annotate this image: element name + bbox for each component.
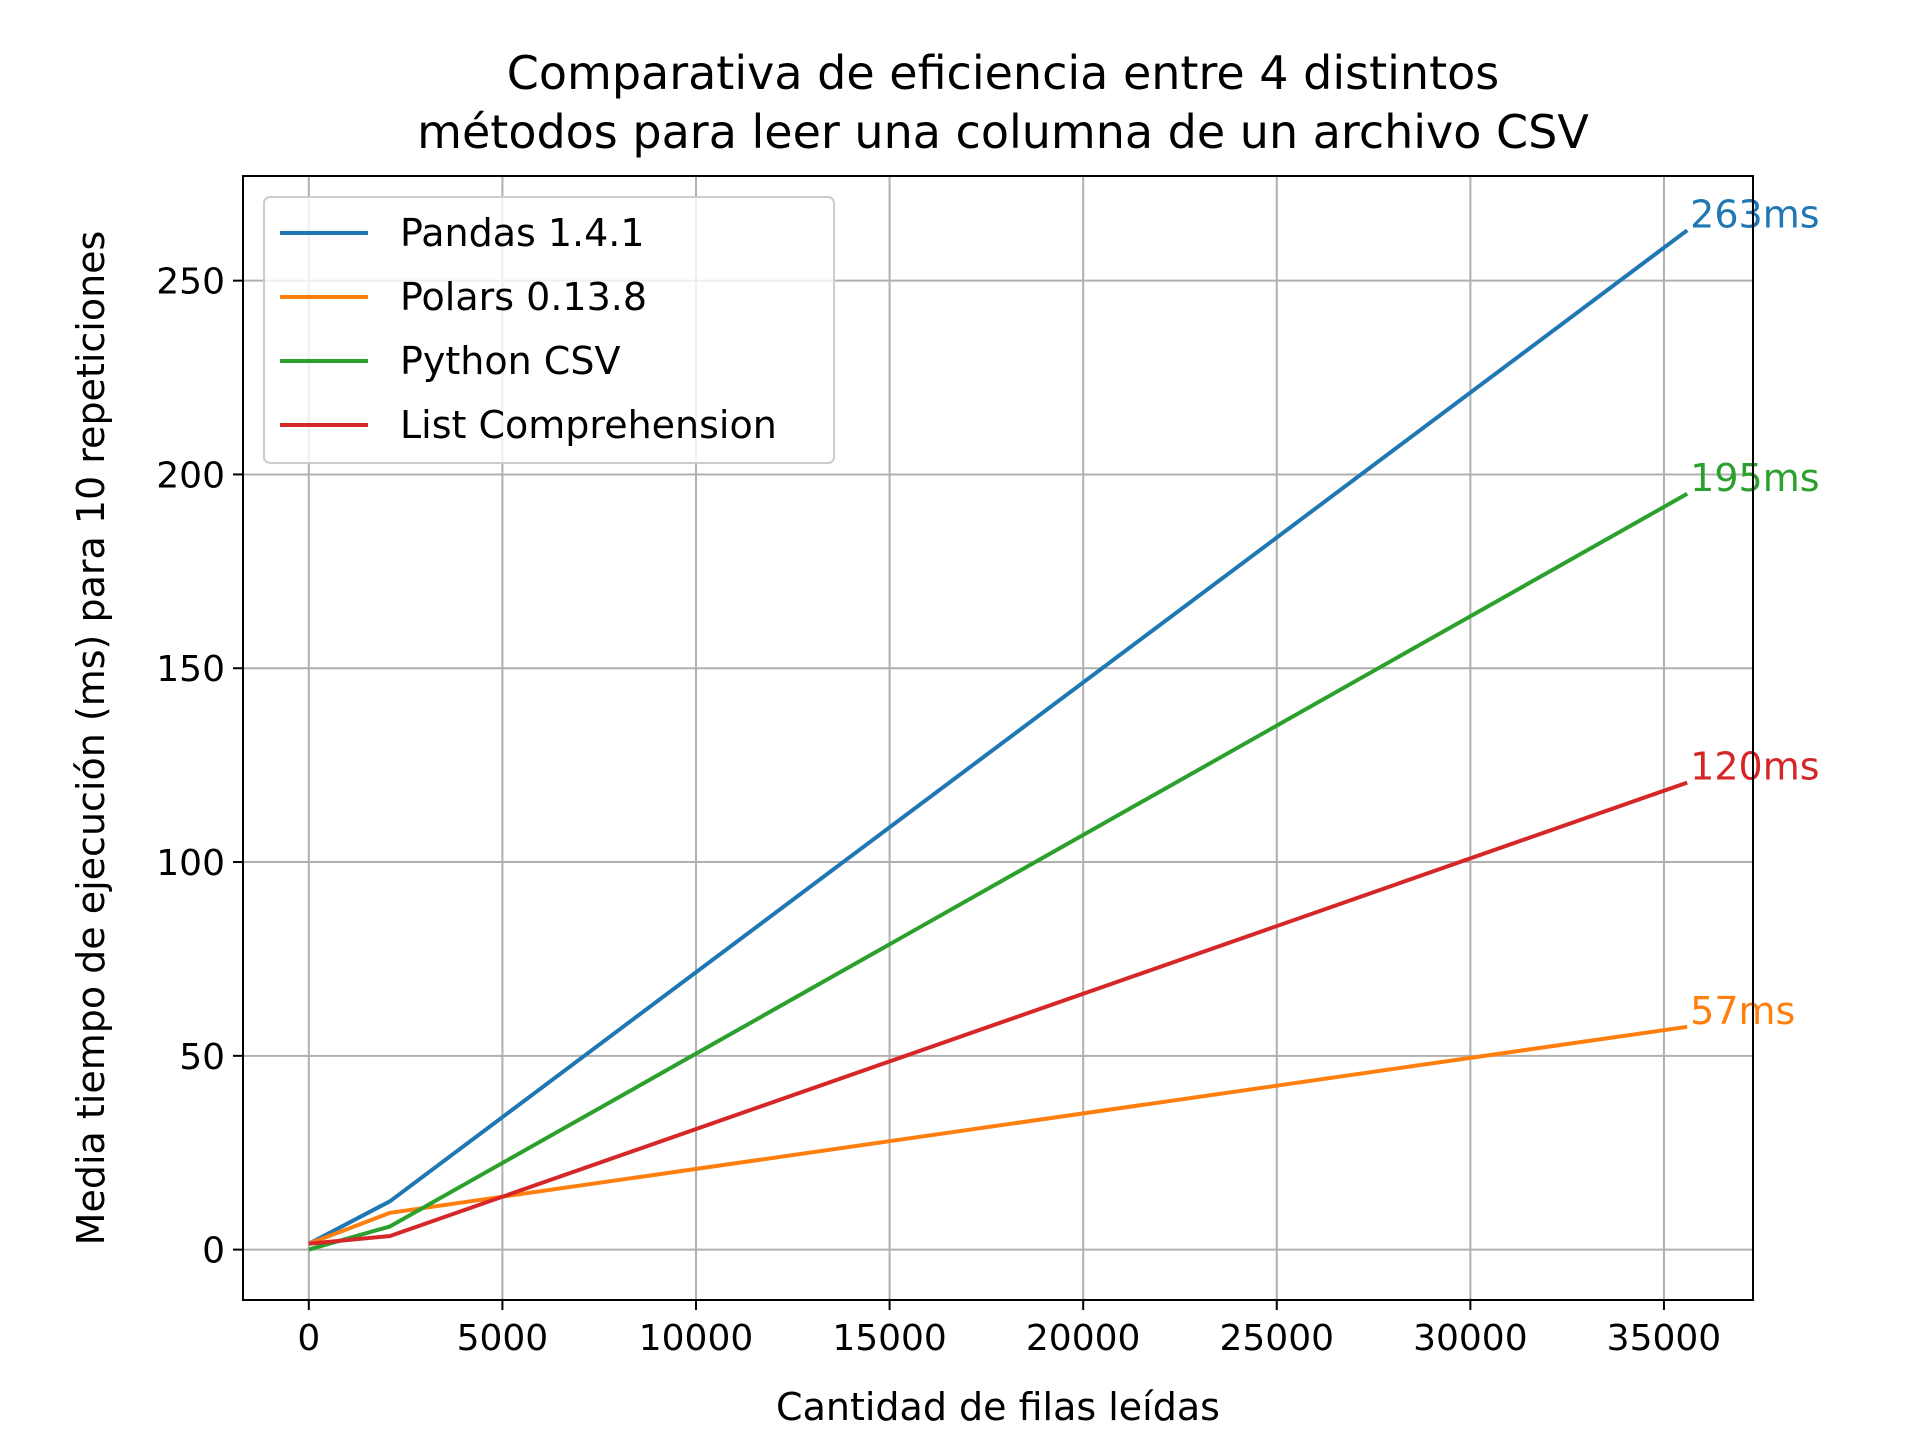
y-tick-label: 100 xyxy=(156,843,225,884)
end-labels: 263ms 57ms 195ms 120ms xyxy=(1690,192,1819,1032)
axis-ticks: 0 5000 10000 15000 20000 25000 30000 35000 0 50 10… xyxy=(156,262,1721,1359)
x-tick-label: 15000 xyxy=(832,1318,947,1359)
y-axis-label: Media tiempo de ejecución (ms) para 10 r… xyxy=(69,231,113,1246)
legend: Pandas 1.4.1 Polars 0.13.8 Python CSV List … xyxy=(263,196,835,464)
y-tick-label: 50 xyxy=(179,1037,225,1078)
series-end-label: 195ms xyxy=(1690,456,1819,500)
chart-title-line-1: Comparativa de eficiencia entre 4 distin… xyxy=(507,46,1499,100)
chart-title-line-2: métodos para leer una columna de un arch… xyxy=(417,105,1589,159)
x-tick-label: 0 xyxy=(297,1318,320,1359)
series-end-label: 120ms xyxy=(1690,745,1819,789)
series-line xyxy=(308,492,1689,1252)
grid xyxy=(243,176,1753,1300)
legend-box xyxy=(263,196,835,464)
series-end-label: 57ms xyxy=(1690,989,1795,1033)
plot-frame xyxy=(242,175,1754,1301)
x-tick-label: 35000 xyxy=(1607,1318,1722,1359)
legend-label: Python CSV xyxy=(400,339,620,383)
x-tick-label: 20000 xyxy=(1026,1318,1141,1359)
x-axis-label: Cantidad de filas leídas xyxy=(776,1385,1220,1429)
series-line xyxy=(308,1024,1688,1246)
legend-label: List Comprehension xyxy=(400,403,777,447)
series-end-label: 263ms xyxy=(1690,192,1819,236)
series-line xyxy=(307,228,1689,1246)
y-tick-label: 250 xyxy=(156,262,225,303)
y-tick-label: 150 xyxy=(156,649,225,690)
series-line xyxy=(308,780,1688,1246)
x-tick-label: 30000 xyxy=(1413,1318,1528,1359)
x-tick-label: 10000 xyxy=(639,1318,754,1359)
legend-label: Polars 0.13.8 xyxy=(400,275,647,319)
series-lines xyxy=(307,228,1689,1252)
y-tick-label: 200 xyxy=(156,455,225,496)
x-tick-label: 5000 xyxy=(457,1318,549,1359)
legend-label: Pandas 1.4.1 xyxy=(400,211,645,255)
x-tick-label: 25000 xyxy=(1220,1318,1335,1359)
y-tick-label: 0 xyxy=(202,1231,225,1272)
